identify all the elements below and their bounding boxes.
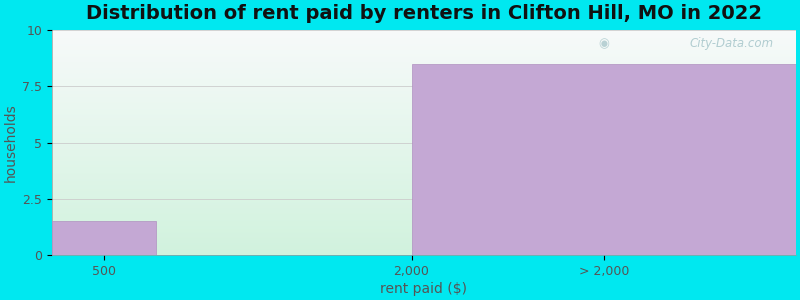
Bar	[411, 64, 796, 255]
Text: City-Data.com: City-Data.com	[690, 37, 774, 50]
Bar	[52, 221, 156, 255]
X-axis label: rent paid ($): rent paid ($)	[381, 282, 467, 296]
Title: Distribution of rent paid by renters in Clifton Hill, MO in 2022: Distribution of rent paid by renters in …	[86, 4, 762, 23]
Text: ◉: ◉	[598, 37, 610, 50]
Y-axis label: households: households	[4, 103, 18, 182]
